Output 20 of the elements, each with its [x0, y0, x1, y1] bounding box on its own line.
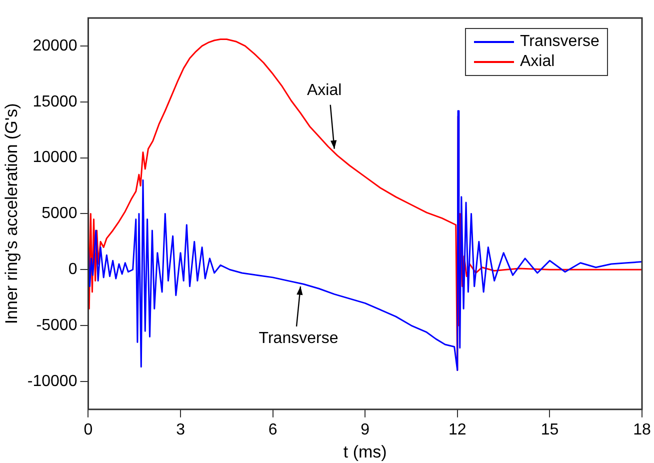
y-tick-label: 5000	[42, 205, 78, 222]
y-tick-label: 15000	[32, 93, 78, 110]
legend-label: Transverse	[520, 32, 600, 52]
x-tick-label: 6	[268, 421, 278, 438]
y-tick-label: -10000	[27, 372, 78, 390]
y-tick-label: 20000	[32, 37, 78, 54]
x-axis-title: t (ms)	[343, 442, 387, 462]
x-tick-label: 15	[540, 421, 559, 438]
x-tick-label: 18	[633, 421, 651, 438]
y-axis-title: Inner ring's acceleration (G's)	[2, 103, 21, 324]
legend-label: Axial	[520, 52, 555, 72]
y-tick-label: -5000	[36, 316, 78, 334]
x-tick-label: 3	[176, 421, 186, 438]
x-tick-label: 0	[84, 421, 93, 438]
x-tick-label: 12	[448, 421, 466, 438]
annotation: Transverse	[258, 330, 338, 347]
y-tick-label: 10000	[32, 149, 78, 166]
x-tick-label: 9	[360, 421, 370, 438]
y-tick-label: 0	[68, 261, 78, 278]
annotation: Axial	[307, 82, 342, 100]
